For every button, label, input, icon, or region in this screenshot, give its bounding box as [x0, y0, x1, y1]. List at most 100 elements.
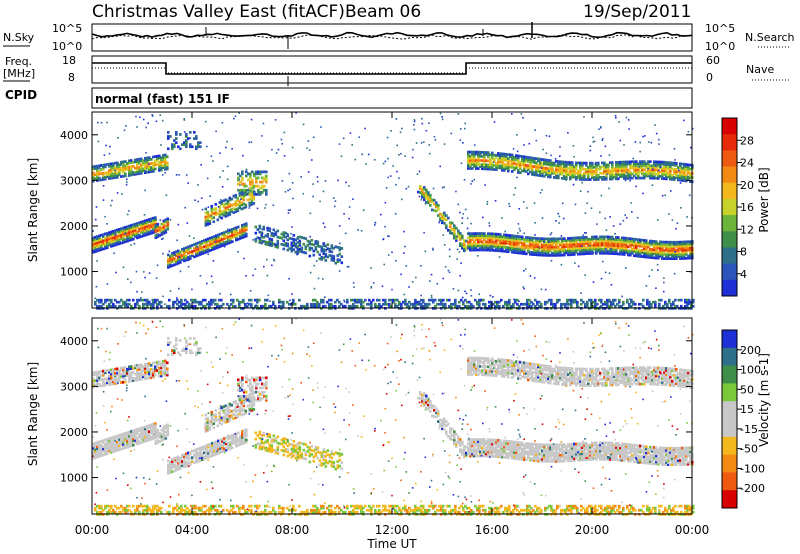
power-cell — [529, 242, 532, 246]
power-cell — [489, 232, 492, 236]
power-cell — [531, 171, 534, 174]
power-cell — [647, 168, 650, 172]
power-cell — [647, 170, 650, 174]
power-cell — [191, 250, 194, 253]
power-cell — [561, 253, 564, 257]
power-cell — [651, 174, 654, 178]
velocity-cell — [108, 437, 111, 440]
power-cell — [360, 304, 363, 308]
power-cell — [219, 152, 221, 154]
power-cell — [582, 234, 584, 236]
power-cell — [645, 174, 648, 178]
power-cell — [310, 238, 314, 242]
power-cell — [516, 134, 518, 136]
velocity-cell — [229, 445, 232, 448]
velocity-cell — [166, 423, 170, 427]
power-cell — [681, 172, 684, 176]
power-cell — [600, 300, 603, 304]
power-cell — [545, 171, 548, 174]
velocity-cell — [201, 456, 204, 459]
velocity-cell — [120, 433, 123, 437]
power-cell — [214, 209, 218, 212]
velocity-cell — [154, 422, 157, 425]
power-cell — [674, 298, 677, 302]
power-cell — [523, 287, 525, 290]
power-cell — [467, 236, 470, 240]
power-cell — [98, 164, 101, 168]
power-cell — [337, 179, 339, 182]
velocity-cell — [185, 454, 188, 458]
power-cell — [427, 192, 430, 195]
power-cell — [498, 304, 501, 308]
power-cell — [539, 174, 542, 177]
power-cell — [467, 165, 469, 167]
power-cell — [214, 240, 216, 243]
power-cell — [324, 296, 326, 298]
power-cell — [183, 249, 186, 252]
power-cell — [621, 164, 624, 168]
velocity-cell — [199, 448, 202, 452]
power-cell — [177, 249, 180, 253]
power-cell — [387, 176, 389, 179]
velocity-cell — [108, 441, 111, 445]
power-cell — [156, 159, 159, 162]
power-cell — [601, 236, 604, 239]
power-cell — [573, 171, 576, 175]
velocity-cell — [211, 454, 214, 457]
power-cell — [146, 302, 149, 306]
power-cell — [553, 170, 556, 173]
power-cell — [497, 232, 500, 236]
power-cell — [557, 241, 560, 245]
noise-left-label: N.Sky — [3, 31, 35, 44]
power-cell — [506, 302, 509, 306]
power-cell — [96, 245, 99, 249]
power-cell — [573, 238, 576, 242]
power-cell — [295, 112, 297, 114]
velocity-cell — [187, 455, 190, 459]
power-cell — [543, 247, 546, 251]
power-cell — [460, 162, 463, 165]
velocity-cell — [171, 460, 174, 463]
power-cell — [591, 176, 594, 179]
colorbar-tick-label: 28 — [740, 134, 754, 147]
power-cell — [423, 192, 426, 195]
power-cell — [469, 246, 472, 250]
power-cell — [138, 227, 141, 231]
power-cell — [378, 304, 381, 308]
power-cell — [368, 298, 371, 302]
power-cell — [443, 217, 446, 221]
power-cell — [495, 234, 498, 238]
power-cell — [593, 176, 596, 179]
power-cell — [267, 159, 269, 162]
power-cell — [669, 165, 672, 169]
power-cell — [600, 298, 603, 302]
power-cell — [400, 304, 403, 308]
power-cell — [501, 156, 504, 160]
power-cell — [629, 298, 631, 300]
velocity-cell — [229, 434, 232, 438]
power-cell — [525, 240, 528, 243]
power-cell — [226, 165, 229, 168]
velocity-cell — [138, 433, 141, 437]
velocity-cell — [122, 445, 125, 448]
power-cell — [499, 243, 502, 247]
power-cell — [481, 234, 484, 237]
power-cell — [108, 164, 111, 168]
power-cell — [587, 165, 590, 169]
power-cell — [571, 251, 574, 254]
power-cell — [609, 239, 612, 243]
power-cell — [223, 245, 226, 248]
velocity-cell — [213, 441, 216, 444]
velocity-cell — [120, 441, 123, 445]
power-cell — [663, 253, 666, 256]
power-cell — [308, 246, 312, 250]
power-cell — [445, 218, 448, 221]
power-cell — [317, 180, 319, 183]
power-cell — [429, 195, 432, 199]
power-cell — [657, 174, 660, 178]
power-cell — [661, 166, 664, 170]
power-cell — [527, 244, 530, 248]
power-cell — [509, 159, 512, 163]
power-cell — [98, 246, 101, 250]
velocity-cell — [152, 427, 155, 430]
